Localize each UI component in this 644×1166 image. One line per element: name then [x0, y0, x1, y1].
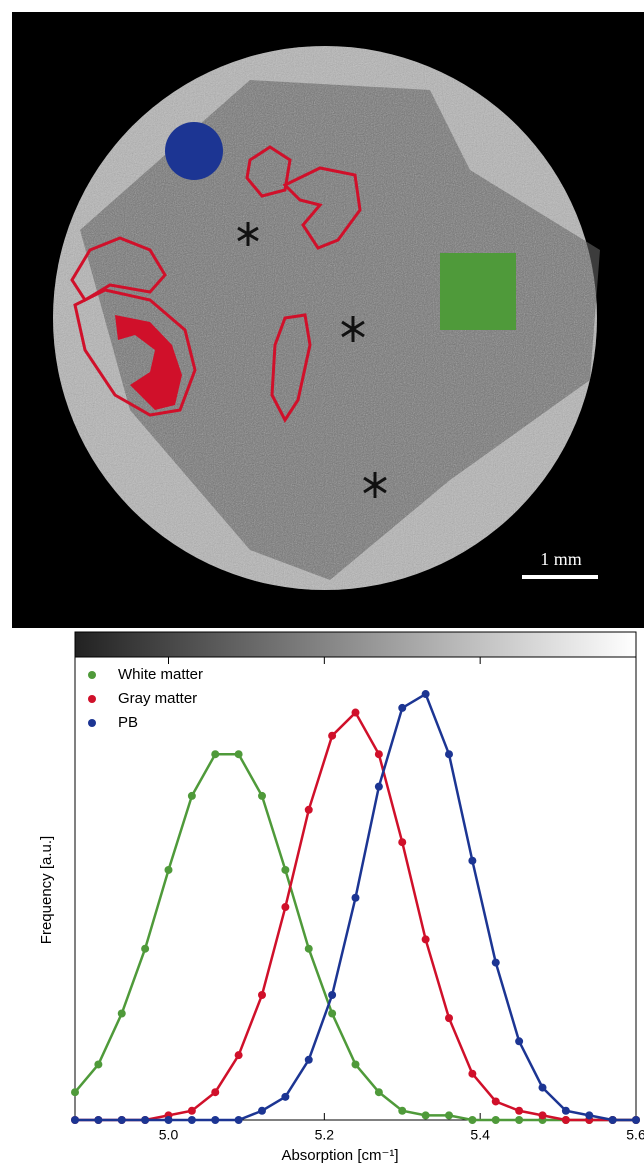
data-point [211, 1088, 219, 1096]
data-point [422, 935, 430, 943]
data-point [609, 1116, 617, 1124]
data-point [235, 1116, 243, 1124]
data-point [398, 838, 406, 846]
ct-image: 1 mm [12, 12, 644, 628]
data-point [352, 894, 360, 902]
colorbar [75, 632, 636, 657]
data-point [515, 1116, 523, 1124]
y-axis-label: Frequency [a.u.] [38, 836, 55, 944]
legend-marker [88, 719, 96, 727]
data-point [562, 1116, 570, 1124]
data-point [165, 866, 173, 874]
data-point [445, 750, 453, 758]
data-point [515, 1107, 523, 1115]
data-point [118, 1116, 126, 1124]
white-matter-roi [440, 253, 516, 330]
data-point [141, 1116, 149, 1124]
data-point [375, 750, 383, 758]
data-point [71, 1116, 79, 1124]
scale-bar-label: 1 mm [540, 549, 582, 569]
legend-marker [88, 695, 96, 703]
data-point [258, 792, 266, 800]
data-point [328, 732, 336, 740]
data-point [328, 1010, 336, 1018]
data-point [375, 1088, 383, 1096]
data-point [375, 783, 383, 791]
data-point [281, 866, 289, 874]
data-point [422, 690, 430, 698]
x-axis-label: Absorption [cm⁻¹] [281, 1147, 398, 1164]
data-point [468, 1116, 476, 1124]
fit-line [75, 694, 636, 1120]
data-point [235, 1051, 243, 1059]
data-point [305, 806, 313, 814]
data-point [352, 709, 360, 717]
legend-label: PB [118, 714, 138, 731]
data-point [258, 1107, 266, 1115]
x-tick-label: 5.4 [470, 1127, 490, 1143]
data-point [281, 1093, 289, 1101]
data-point [305, 945, 313, 953]
data-point [235, 750, 243, 758]
data-point [188, 792, 196, 800]
x-tick-label: 5.0 [159, 1127, 179, 1143]
fit-line [75, 713, 636, 1120]
x-tick-label: 5.2 [315, 1127, 335, 1143]
pb-roi [165, 122, 223, 180]
data-point [492, 959, 500, 967]
data-point [141, 945, 149, 953]
data-point [398, 704, 406, 712]
data-point [188, 1107, 196, 1115]
data-point [328, 991, 336, 999]
data-point [445, 1111, 453, 1119]
legend-label: Gray matter [118, 690, 197, 707]
data-point [281, 903, 289, 911]
data-point [165, 1116, 173, 1124]
x-tick-label: 5.6 [626, 1127, 644, 1143]
data-point [211, 1116, 219, 1124]
data-point [211, 750, 219, 758]
data-point [71, 1088, 79, 1096]
data-point [585, 1111, 593, 1119]
legend-marker [88, 671, 96, 679]
data-point [562, 1107, 570, 1115]
data-point [188, 1116, 196, 1124]
plot-frame [75, 657, 636, 1120]
legend-label: White matter [118, 666, 203, 683]
data-point [515, 1037, 523, 1045]
figure: 1 mm Absorption [cm⁻¹] Frequency [a.u.] … [0, 0, 644, 1166]
data-point [492, 1097, 500, 1105]
data-point [118, 1010, 126, 1018]
data-point [492, 1116, 500, 1124]
data-point [422, 1111, 430, 1119]
data-point [94, 1060, 102, 1068]
data-point [632, 1116, 640, 1124]
data-point [258, 991, 266, 999]
data-point [539, 1111, 547, 1119]
data-point [468, 1070, 476, 1078]
data-point [539, 1084, 547, 1092]
data-point [352, 1060, 360, 1068]
data-point [468, 857, 476, 865]
data-point [94, 1116, 102, 1124]
data-point [305, 1056, 313, 1064]
data-point [398, 1107, 406, 1115]
data-point [445, 1014, 453, 1022]
